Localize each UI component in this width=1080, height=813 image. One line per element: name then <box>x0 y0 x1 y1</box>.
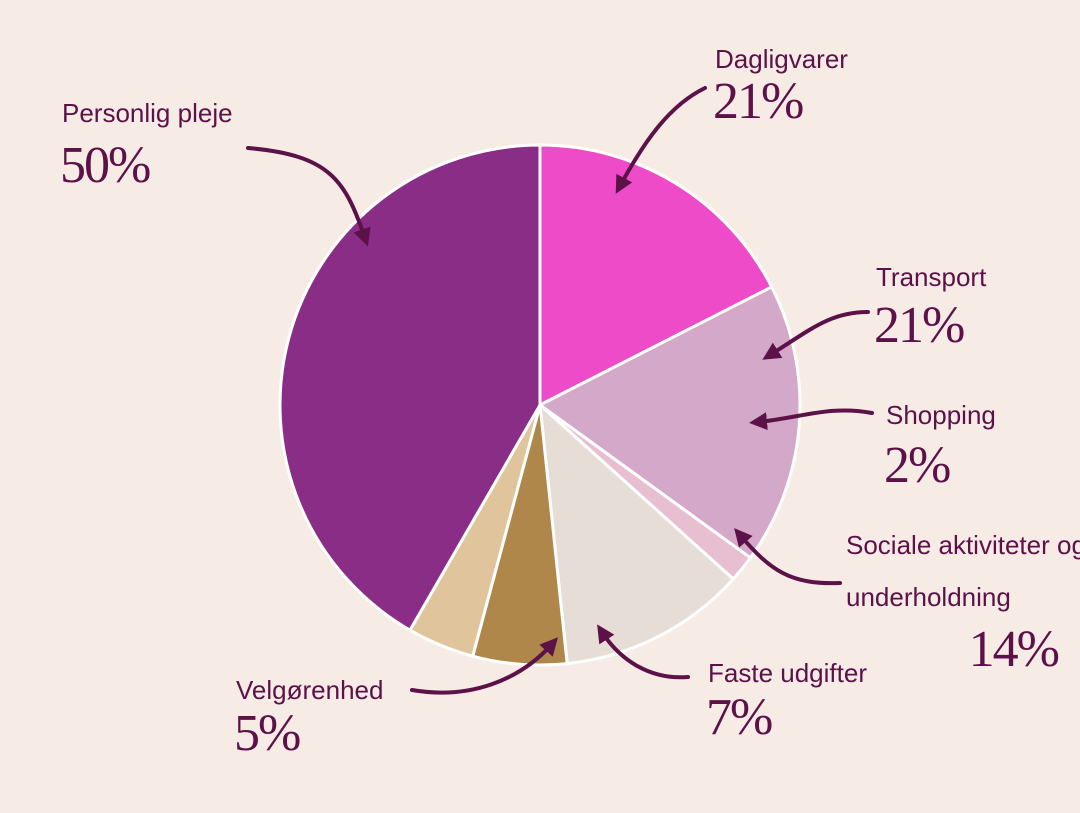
slice-label: Faste udgifter <box>708 658 867 688</box>
pie <box>278 143 802 667</box>
arrow <box>734 528 842 586</box>
slice-label: Personlig pleje <box>62 98 233 128</box>
arrow <box>246 146 371 247</box>
arrow <box>615 86 707 194</box>
value-label: 7% <box>706 689 773 746</box>
value-label: 2% <box>884 437 951 494</box>
value-label: 14% <box>968 621 1060 678</box>
arrow <box>597 624 690 680</box>
slice-label: Sociale aktiviteter og underholdning <box>846 530 1080 612</box>
value-label: 21% <box>874 297 965 354</box>
arrow <box>762 310 870 360</box>
slice-label: Shopping <box>886 400 996 430</box>
pie-slice <box>538 143 774 407</box>
value-label: 21% <box>713 73 804 130</box>
slice-label: Velgørenhed <box>236 675 384 705</box>
pie-slice <box>538 285 802 560</box>
value-label: 5% <box>234 705 301 762</box>
arrow <box>749 408 874 431</box>
slice-label: Transport <box>876 262 987 292</box>
arrow <box>410 637 558 695</box>
pie-slice <box>538 403 735 666</box>
slice-label: Dagligvarer <box>715 44 848 74</box>
value-label: 50% <box>60 137 151 194</box>
pie-slice <box>278 143 542 632</box>
